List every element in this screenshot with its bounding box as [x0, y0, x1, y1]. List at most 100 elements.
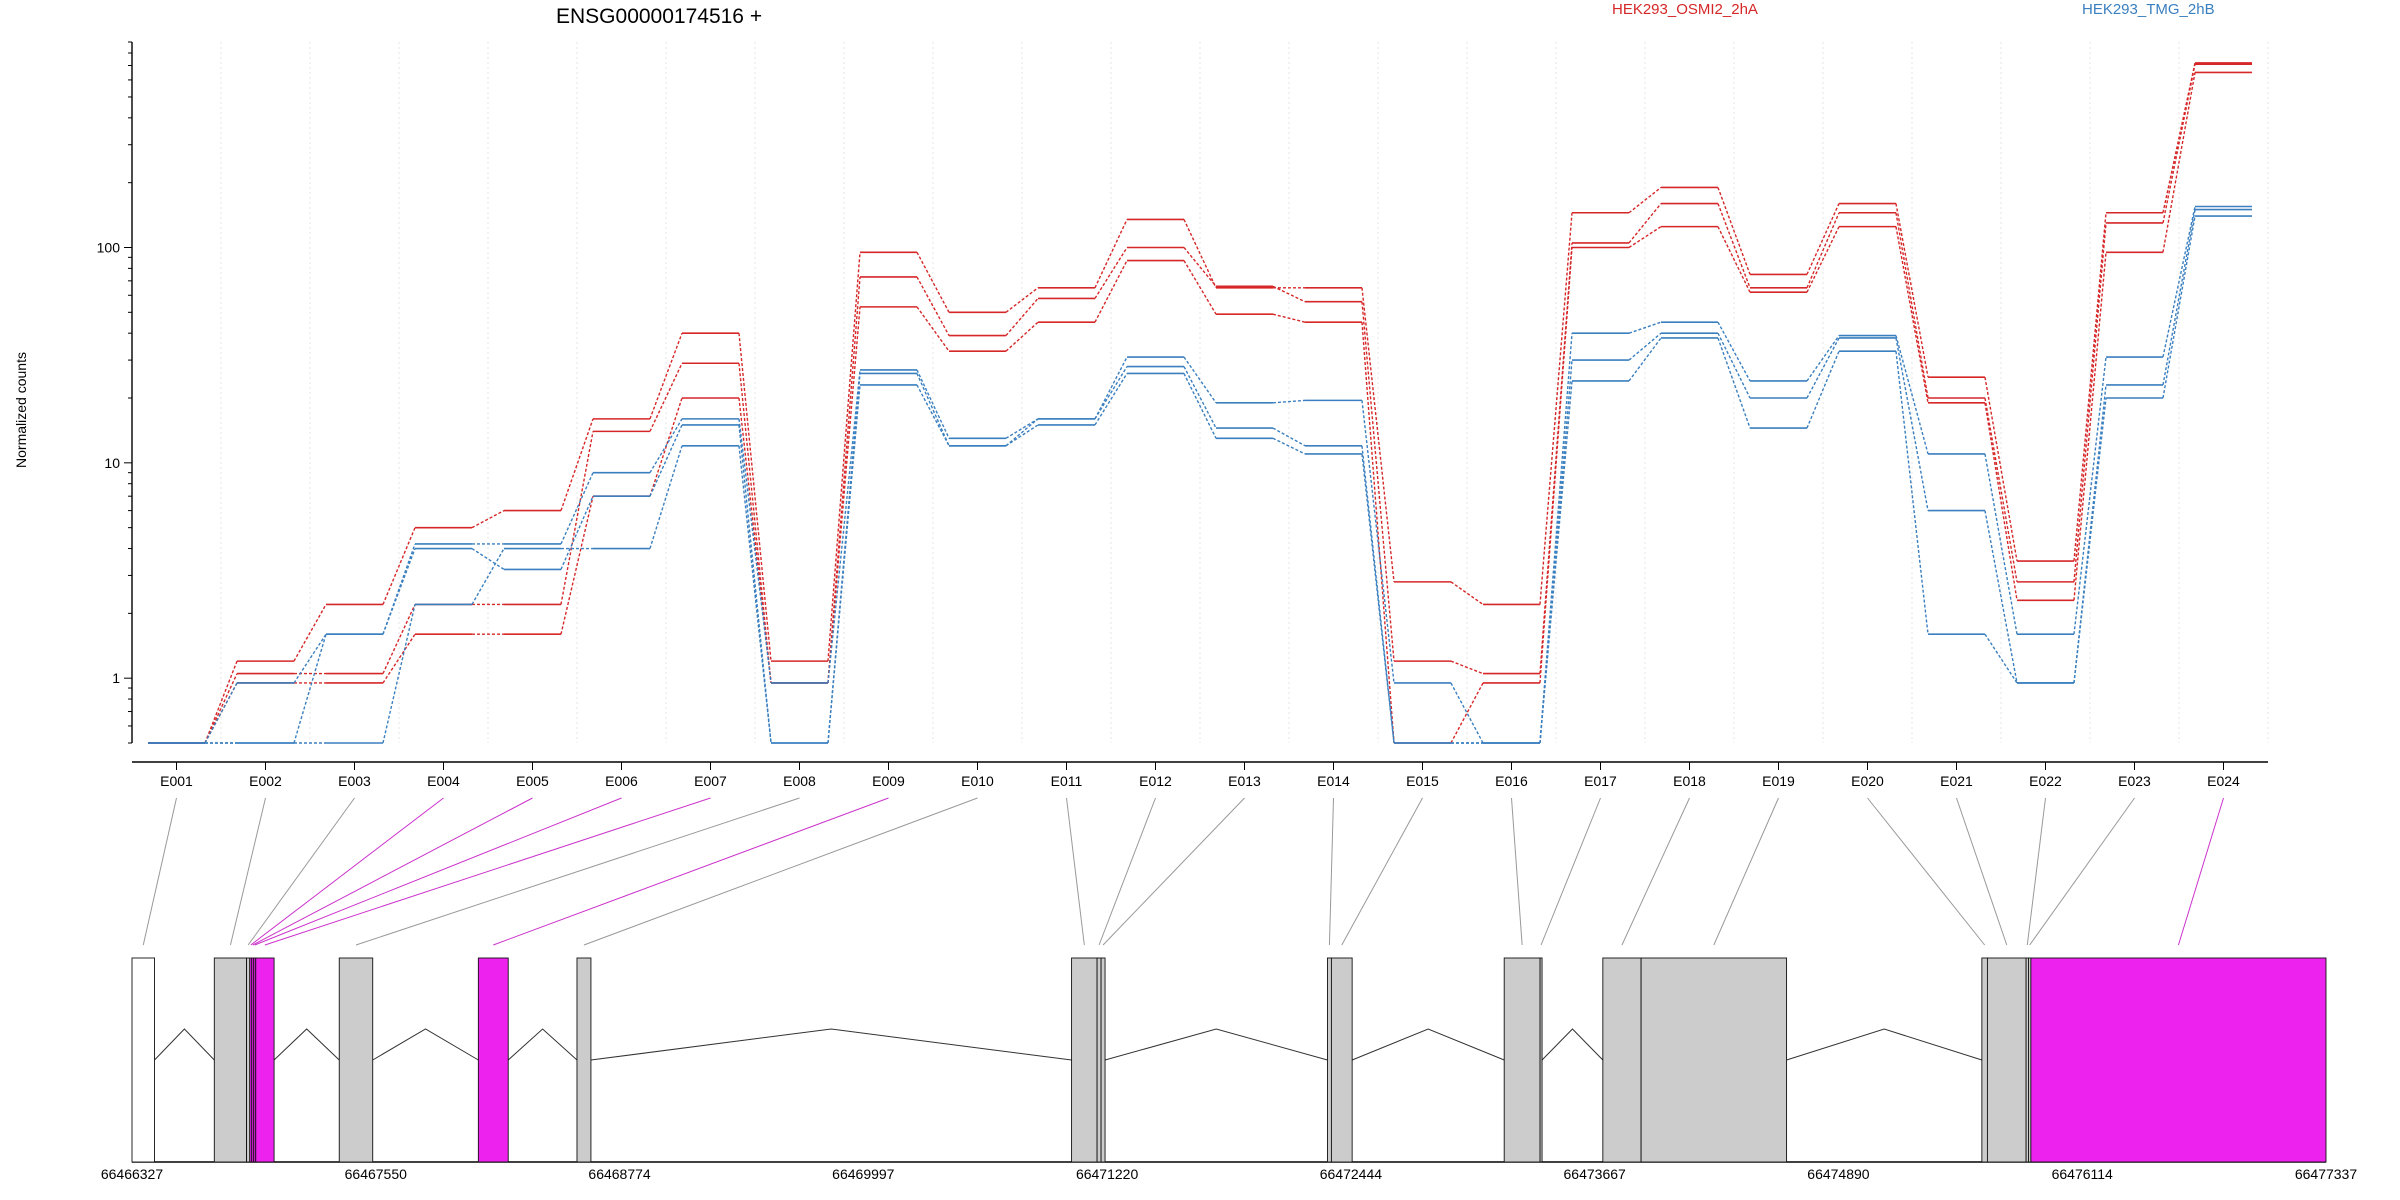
series-connector	[560, 418, 594, 511]
coordinate-label: 66474890	[1807, 1166, 1870, 1182]
intron	[1786, 1028, 1983, 1061]
series-connector	[1895, 203, 1929, 378]
exon-e011	[1071, 957, 1098, 1163]
exon-link-e004	[250, 797, 444, 946]
series-connector	[2073, 252, 2107, 601]
series-connector	[649, 445, 683, 549]
series-connector	[382, 604, 416, 744]
series-connector	[1450, 660, 1484, 675]
y-tick-label: 10	[104, 455, 120, 471]
series-connector	[471, 548, 505, 605]
series-connector	[382, 527, 416, 605]
exon-e008	[338, 957, 374, 1163]
series-connector	[1628, 332, 1662, 361]
series-connector	[1628, 203, 1662, 244]
x-tick-label-e020: E020	[1851, 773, 1884, 789]
x-tick-label-e005: E005	[516, 773, 549, 789]
y-tick-label: 1	[112, 670, 120, 686]
exon-link-e018	[1621, 797, 1690, 946]
series-connector	[1272, 285, 1306, 303]
series-connector	[1539, 360, 1573, 744]
series-connector	[1806, 350, 1840, 429]
exon-e010	[576, 957, 592, 1163]
series-connector	[1895, 335, 1929, 455]
coordinate-label: 66473667	[1564, 1166, 1627, 1182]
exon-e021	[1986, 957, 2027, 1163]
series-6	[148, 215, 2252, 744]
series-connector	[1895, 351, 1929, 635]
series-connector	[1094, 356, 1128, 420]
series-connector	[649, 332, 683, 420]
series-connector	[827, 252, 861, 662]
series-connector	[1361, 322, 1395, 744]
x-tick-label-e014: E014	[1317, 773, 1350, 789]
exon-link-e016	[1511, 797, 1523, 946]
series-connector	[1539, 247, 1573, 684]
series-connector	[738, 418, 772, 684]
series-connector	[1984, 402, 2018, 601]
intron	[273, 1028, 340, 1061]
x-tick-label-e017: E017	[1584, 773, 1617, 789]
series-connector	[1717, 332, 1751, 399]
x-tick-label-e008: E008	[783, 773, 816, 789]
series-connector	[1717, 337, 1751, 429]
exon-link-e015	[1341, 797, 1423, 946]
series-connector	[1361, 301, 1395, 662]
exon-link-e020	[1867, 797, 1986, 946]
series-1	[148, 62, 2252, 744]
series-connector	[1539, 212, 1573, 605]
series-connector	[1806, 337, 1840, 399]
series-connector	[2162, 206, 2196, 358]
exon-link-e001	[142, 797, 177, 946]
x-tick-label-e015: E015	[1406, 773, 1439, 789]
series-connector	[1094, 260, 1128, 323]
exon-link-e007	[264, 797, 711, 946]
exon-links	[142, 797, 2224, 946]
series-connector	[1806, 335, 1840, 382]
exon-link-e012	[1098, 797, 1156, 946]
x-tick-label-e016: E016	[1495, 773, 1528, 789]
series-connector	[1183, 219, 1217, 289]
series-connector	[1272, 313, 1306, 323]
series-connector	[827, 306, 861, 684]
coordinate-label: 66466327	[101, 1166, 164, 1182]
series-connector	[2162, 64, 2196, 224]
series-connector	[1806, 203, 1840, 275]
series-connector	[738, 363, 772, 684]
exon-e009	[477, 957, 509, 1163]
series-connector	[1450, 682, 1484, 744]
series-connector	[1183, 366, 1217, 429]
series-connector	[827, 369, 861, 684]
exon-link-e011	[1066, 797, 1085, 946]
exon-e017	[1539, 957, 1543, 1163]
intron	[1351, 1028, 1505, 1061]
series-connector	[916, 306, 950, 352]
exon-e002	[213, 957, 248, 1163]
series-connector	[1272, 399, 1306, 404]
series-connector	[1895, 212, 1929, 399]
series-connector	[916, 251, 950, 313]
x-tick-label-e003: E003	[338, 773, 371, 789]
series-connector	[649, 418, 683, 474]
series-connector	[1628, 321, 1662, 334]
series-connector	[2073, 212, 2107, 562]
series-connector	[471, 509, 505, 529]
series-connector	[204, 682, 238, 744]
series-connector	[293, 604, 327, 662]
exon-link-e013	[1102, 797, 1245, 946]
x-tick-label-e007: E007	[694, 773, 727, 789]
exon-e018	[1602, 957, 1642, 1163]
series-connector	[1272, 427, 1306, 447]
series-connector	[1361, 453, 1395, 744]
exon-e016	[1503, 957, 1541, 1163]
x-tick-label-e010: E010	[961, 773, 994, 789]
intron	[590, 1028, 1072, 1061]
series-connector	[1094, 366, 1128, 420]
series-connector	[1361, 287, 1395, 582]
x-tick-label-e019: E019	[1762, 773, 1795, 789]
series-3	[148, 71, 2252, 744]
series-connector	[382, 604, 416, 674]
intron	[1541, 1028, 1604, 1061]
series-connector	[1450, 581, 1484, 606]
